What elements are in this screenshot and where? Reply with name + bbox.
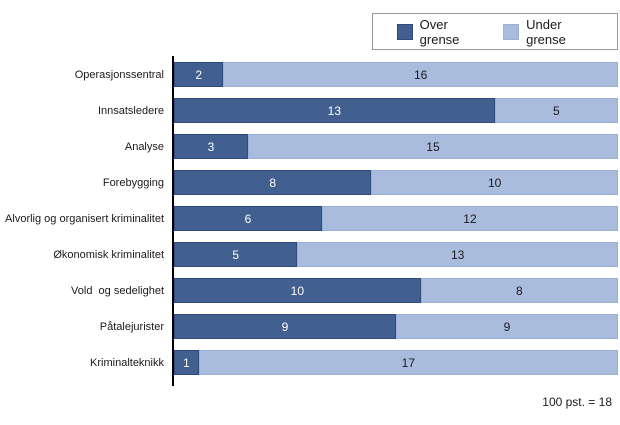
- bar-track: 1 17: [174, 350, 618, 375]
- bar-value-label: 8: [269, 175, 276, 190]
- bar-value-label: 9: [281, 319, 289, 334]
- bar-value-label: 6: [244, 211, 252, 226]
- bar-rows: Operasjonssentral 2 16 Innsatsledere 13 5 Anal…: [0, 62, 618, 375]
- bar-row: Vold og sedelighet 10 8: [0, 278, 618, 303]
- bar-value-label: 10: [487, 175, 502, 190]
- bar-value-label: 9: [503, 319, 511, 334]
- bar-row: Kriminalteknikk 1 17: [0, 350, 618, 375]
- category-label: Forebygging: [102, 176, 164, 189]
- bar-segment-over-grense: 1: [174, 350, 199, 375]
- bar-segment-over-grense: 2: [174, 62, 224, 87]
- bar-value-label: 17: [401, 355, 415, 370]
- y-axis-line: [172, 56, 174, 386]
- bar-segment-under-grense: 5: [494, 98, 618, 123]
- bar-value-label: 13: [327, 103, 341, 118]
- bar-segment-over-grense: 5: [174, 242, 298, 267]
- category-label: Operasjonssentral: [74, 68, 164, 81]
- bar-segment-over-grense: 13: [174, 98, 495, 123]
- footnote-scale-note: 100 pst. = 18: [542, 395, 612, 409]
- category-label: Vold og sedelighet: [71, 284, 164, 297]
- bar-segment-over-grense: 10: [174, 278, 421, 303]
- legend-swatch-over-grense-icon: [397, 23, 413, 40]
- bar-row: Påtalejurister 9 9: [0, 314, 618, 339]
- bar-segment-under-grense: 10: [371, 170, 618, 195]
- bar-segment-under-grense: 15: [247, 134, 618, 159]
- bar-track: 3 15: [174, 134, 618, 159]
- bar-segment-over-grense: 6: [174, 206, 322, 231]
- category-label: Påtalejurister: [99, 320, 164, 333]
- bar-segment-over-grense: 3: [174, 134, 248, 159]
- legend-label-over-grense: Over grense: [419, 16, 460, 47]
- bar-segment-under-grense: 13: [297, 242, 618, 267]
- bar-value-label: 10: [290, 283, 304, 298]
- bar-value-label: 16: [413, 67, 428, 82]
- bar-value-label: 1: [182, 355, 190, 370]
- bar-value-label: 12: [463, 211, 477, 226]
- bar-segment-under-grense: 17: [198, 350, 618, 375]
- bar-row: Operasjonssentral 2 16: [0, 62, 618, 87]
- bar-value-label: 2: [195, 67, 202, 82]
- bar-segment-under-grense: 8: [420, 278, 618, 303]
- category-label: Innsatsledere: [97, 104, 164, 117]
- bar-segment-under-grense: 12: [321, 206, 618, 231]
- legend: Over grense Under grense: [372, 13, 618, 50]
- bar-track: 13 5: [174, 98, 618, 123]
- category-label: Kriminalteknikk: [90, 356, 164, 369]
- bar-track: 5 13: [174, 242, 618, 267]
- category-label: Økonomisk kriminalitet: [53, 248, 164, 261]
- bar-row: Økonomisk kriminalitet 5 13: [0, 242, 618, 267]
- bar-track: 6 12: [174, 206, 618, 231]
- legend-label-under-grense: Under grense: [526, 16, 566, 47]
- bar-segment-over-grense: 8: [174, 170, 372, 195]
- bar-value-label: 15: [426, 139, 440, 154]
- bar-row: Forebygging 8 10: [0, 170, 618, 195]
- category-label: Analyse: [124, 140, 164, 153]
- bar-value-label: 5: [232, 247, 239, 262]
- bar-value-label: 5: [552, 103, 560, 118]
- bar-segment-over-grense: 9: [174, 314, 396, 339]
- legend-swatch-under-grense-icon: [503, 23, 520, 40]
- legend-item-under-grense: Under grense: [503, 17, 603, 47]
- bar-row: Analyse 3 15: [0, 134, 618, 159]
- bar-value-label: 8: [515, 283, 523, 298]
- bar-segment-under-grense: 16: [223, 62, 618, 87]
- bar-segment-under-grense: 9: [396, 314, 618, 339]
- bar-track: 8 10: [174, 170, 618, 195]
- bar-track: 10 8: [174, 278, 618, 303]
- bar-value-label: 13: [450, 247, 465, 262]
- bar-row: Alvorlig og organisert kriminalitet 6 12: [0, 206, 618, 231]
- bar-value-label: 3: [207, 139, 215, 154]
- legend-item-over-grense: Over grense: [397, 17, 489, 47]
- bar-row: Innsatsledere 13 5: [0, 98, 618, 123]
- category-label: Alvorlig og organisert kriminalitet: [5, 212, 164, 225]
- bar-track: 2 16: [174, 62, 618, 87]
